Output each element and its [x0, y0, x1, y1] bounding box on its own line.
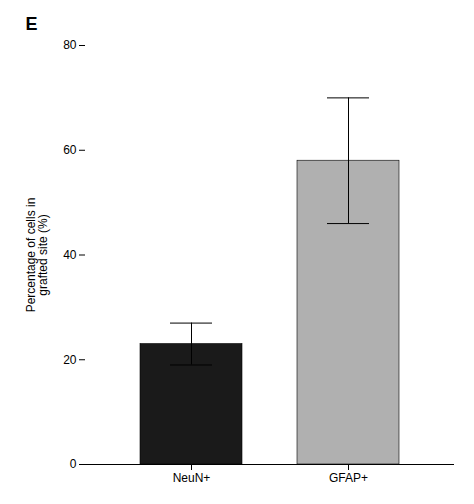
svg-text:Percentage of cells ingrafted: Percentage of cells ingrafted site (%)	[24, 198, 50, 313]
svg-text:0: 0	[70, 457, 77, 471]
svg-text:40: 40	[63, 248, 77, 262]
svg-text:NeuN+: NeuN+	[173, 471, 211, 485]
svg-text:20: 20	[63, 353, 77, 367]
svg-text:60: 60	[63, 143, 77, 157]
svg-text:80: 80	[63, 38, 77, 52]
svg-text:E: E	[26, 14, 38, 34]
svg-text:GFAP+: GFAP+	[329, 471, 368, 485]
